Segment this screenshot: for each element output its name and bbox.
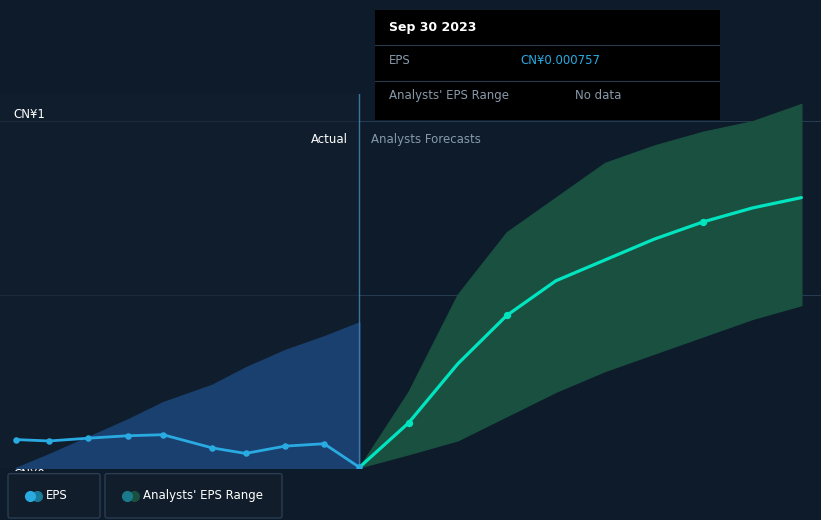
- Text: No data: No data: [575, 89, 621, 102]
- Text: CN¥0.000757: CN¥0.000757: [520, 54, 600, 67]
- Point: [122, 432, 135, 440]
- Text: Analysts' EPS Range: Analysts' EPS Range: [143, 489, 263, 502]
- Text: EPS: EPS: [389, 54, 410, 67]
- Point: [157, 431, 170, 439]
- Point: [43, 437, 56, 445]
- Point: [696, 218, 709, 226]
- FancyBboxPatch shape: [105, 474, 282, 518]
- Text: EPS: EPS: [46, 489, 68, 502]
- Point: [402, 419, 415, 427]
- Point: [318, 439, 331, 448]
- Bar: [0, 94, 360, 468]
- Text: Sep 30 2023: Sep 30 2023: [389, 21, 476, 34]
- Text: CN¥0: CN¥0: [14, 468, 45, 481]
- Text: Analysts Forecasts: Analysts Forecasts: [371, 133, 481, 146]
- Point: [9, 435, 22, 444]
- Point: [82, 434, 95, 443]
- Point: [278, 442, 291, 450]
- Text: Actual: Actual: [310, 133, 347, 146]
- Text: CN¥1: CN¥1: [14, 108, 46, 121]
- FancyBboxPatch shape: [8, 474, 100, 518]
- Point: [500, 311, 513, 320]
- Point: [205, 444, 218, 452]
- Point: [239, 449, 252, 458]
- Point: [353, 463, 366, 472]
- Text: Analysts' EPS Range: Analysts' EPS Range: [389, 89, 509, 102]
